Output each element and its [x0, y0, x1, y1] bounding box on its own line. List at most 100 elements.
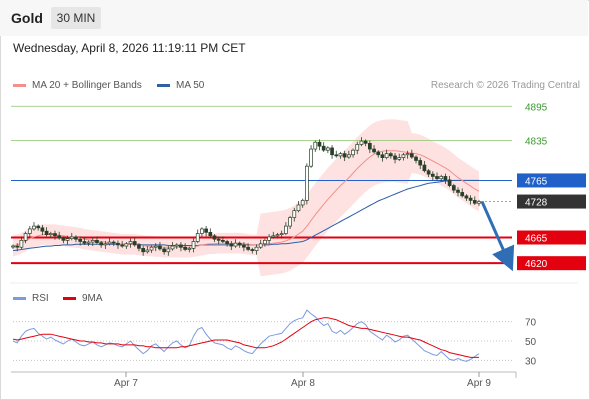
candle-body — [99, 242, 104, 246]
target-label-4665: 4665 — [525, 234, 548, 245]
candle-body — [212, 235, 217, 240]
candle-body — [74, 236, 78, 240]
chart-datetime: Wednesday, April 8, 2026 11:19:11 PM CET — [13, 41, 246, 55]
candle-body — [405, 153, 410, 156]
target-label-4620: 4620 — [525, 259, 548, 270]
candle-body — [460, 192, 465, 197]
last-price-label: 4728 — [525, 198, 548, 209]
candle-body — [195, 233, 200, 242]
candle-body — [342, 153, 347, 158]
candle-body — [418, 160, 423, 166]
resistance-label-4835: 4835 — [525, 137, 548, 148]
candle-body — [19, 240, 24, 248]
candle-body — [23, 233, 28, 241]
candle-body — [120, 244, 125, 247]
candle-body — [258, 243, 263, 248]
legend-rsi-label: RSI — [32, 293, 49, 304]
candle-body — [430, 173, 435, 177]
ma20-line — [12, 150, 480, 248]
candle-body — [53, 233, 57, 237]
candle-body — [439, 176, 444, 180]
candle-body — [57, 235, 62, 239]
candle-body — [65, 238, 70, 241]
candle-body — [305, 165, 309, 201]
candle-body — [300, 200, 305, 206]
candle-body — [254, 246, 259, 251]
candle-body — [86, 241, 91, 244]
candle-body — [451, 185, 456, 191]
candle-body — [221, 240, 225, 242]
candle-body — [233, 242, 238, 247]
candle-body — [296, 204, 301, 212]
candle-body — [426, 170, 431, 175]
bollinger-band — [13, 119, 479, 277]
ma50-swatch — [157, 84, 170, 87]
candle-body — [225, 241, 229, 245]
rsi-ma-swatch — [63, 297, 76, 300]
x-tick-label: Apr 9 — [467, 378, 491, 389]
candle-body — [313, 141, 318, 150]
rsi-tick-70: 70 — [525, 318, 537, 329]
rsi-swatch — [13, 297, 26, 300]
candle-body — [271, 235, 276, 238]
candle-body — [204, 228, 208, 233]
candle-body — [153, 245, 158, 248]
candle-body — [363, 140, 368, 144]
candle-body — [166, 248, 171, 253]
legend-ma20: MA 20 + Bollinger Bands — [13, 80, 142, 91]
candle-body — [32, 225, 36, 230]
candle-body — [388, 153, 393, 157]
candle-body — [237, 242, 242, 246]
candle-body — [149, 246, 154, 251]
candle-body — [334, 154, 339, 157]
forecast-arrow — [480, 200, 515, 272]
candle-body — [61, 237, 66, 241]
rsi-ma-line — [12, 317, 479, 358]
candle-body — [44, 230, 49, 235]
candle-body — [376, 151, 381, 156]
resistance-label-4895: 4895 — [525, 102, 548, 113]
rsi-tick-50: 50 — [525, 337, 537, 348]
candle-body — [351, 149, 355, 156]
candle-body — [111, 241, 116, 244]
x-tick-label: Apr 7 — [114, 378, 138, 389]
candle-body — [208, 232, 213, 237]
candle-body — [326, 147, 330, 151]
candle-body — [246, 246, 250, 250]
candle-body — [477, 201, 481, 204]
rsi-tick-30: 30 — [525, 356, 537, 367]
candle-body — [447, 179, 452, 186]
legend-ma50-label: MA 50 — [176, 80, 205, 91]
top-bar: Gold 30 MIN — [0, 0, 588, 36]
candle-body — [11, 245, 15, 248]
candle-body — [179, 244, 183, 248]
candle-body — [367, 143, 372, 150]
target-tag-4665 — [517, 230, 586, 245]
candle-body — [317, 141, 322, 147]
candle-body — [145, 249, 150, 253]
candle-body — [137, 244, 141, 249]
candle-body — [40, 227, 45, 232]
candle-body — [338, 153, 343, 157]
target-tag-4620 — [517, 256, 586, 271]
candle-body — [279, 233, 284, 235]
candle-body — [107, 241, 112, 245]
candle-body — [27, 228, 32, 234]
candle-body — [456, 189, 460, 193]
rsi-line — [12, 309, 480, 362]
timeframe-button[interactable]: 30 MIN — [51, 7, 101, 29]
candle-body — [321, 145, 326, 151]
candle-body — [309, 148, 313, 167]
legend-ma50: MA 50 — [157, 80, 204, 91]
candle-body — [48, 233, 53, 235]
candle-body — [414, 156, 418, 161]
candle-body — [355, 144, 360, 151]
candle-body — [263, 240, 267, 245]
candle-body — [347, 154, 351, 158]
candle-body — [468, 197, 473, 201]
candle-body — [229, 243, 234, 247]
candle-body — [183, 246, 187, 250]
x-tick-label: Apr 8 — [291, 378, 315, 389]
candle-body — [359, 140, 364, 145]
